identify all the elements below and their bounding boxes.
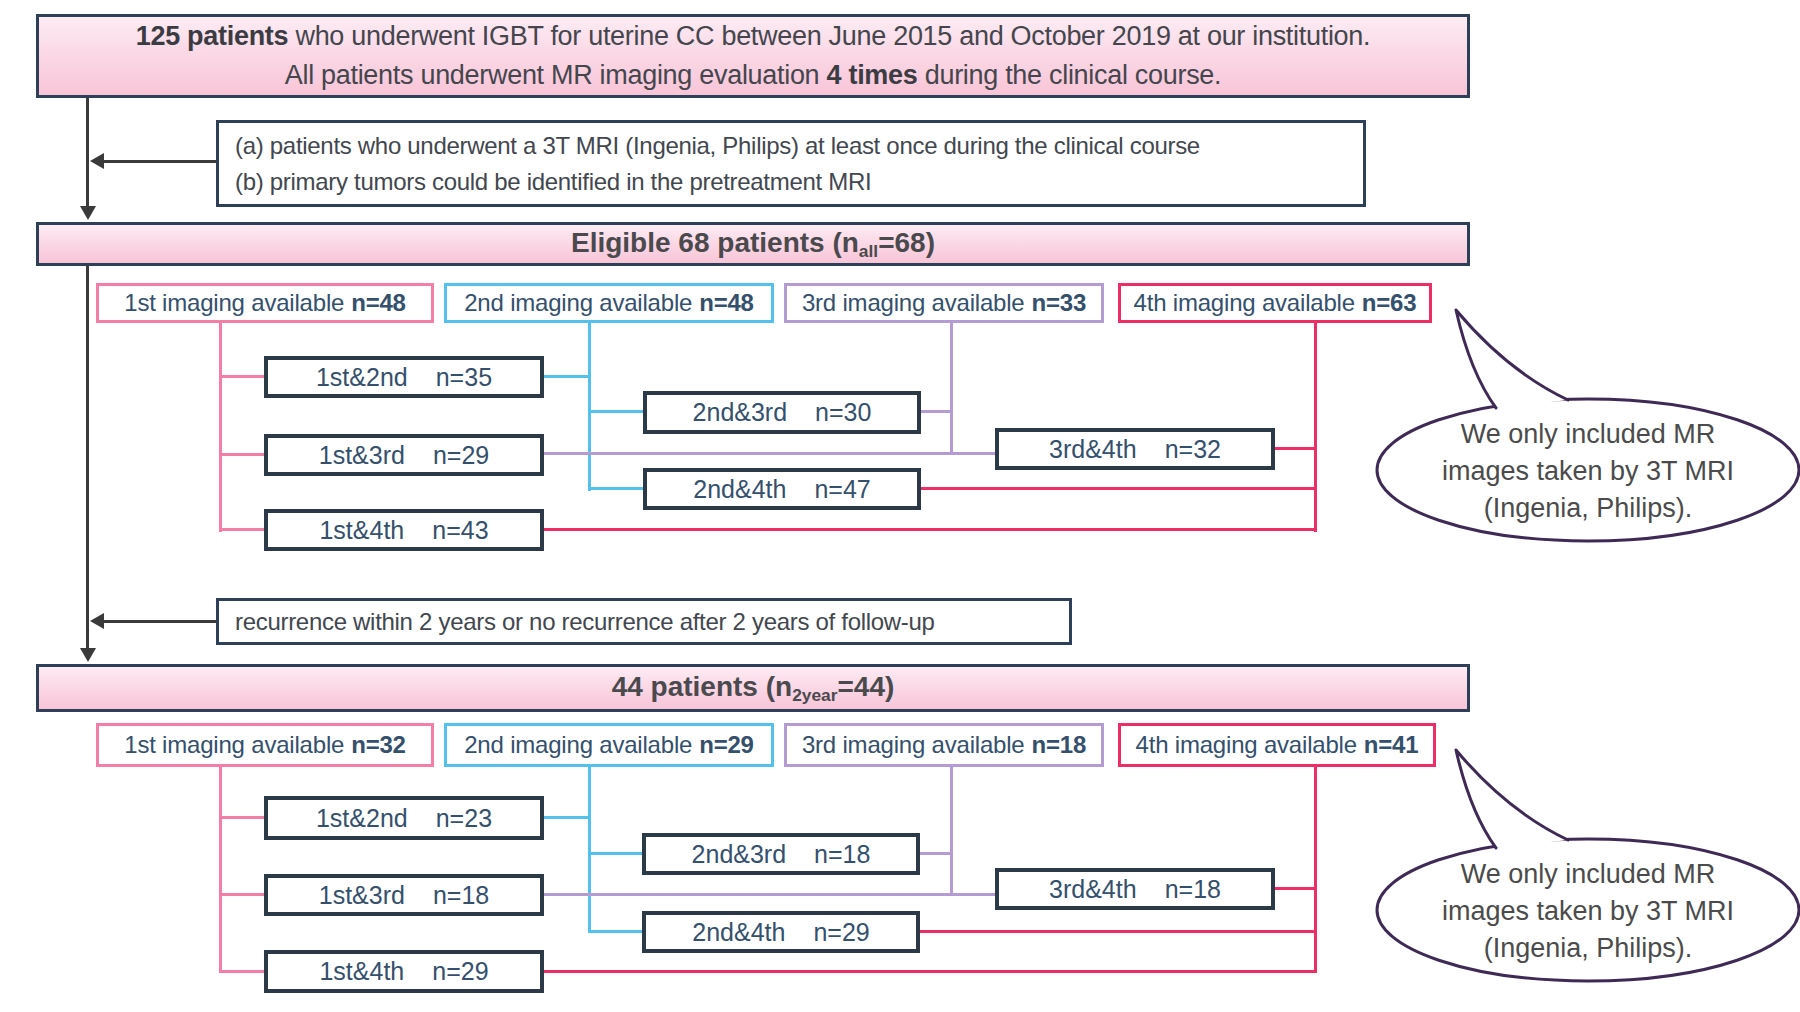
connector-line: [950, 323, 953, 455]
connector-line: [544, 893, 995, 896]
connector-line: [950, 767, 953, 896]
connector-line: [219, 375, 265, 378]
s2-pair-1st3rd-box: 1st&3rdn=18: [264, 874, 544, 916]
connector-line: [1314, 323, 1317, 532]
s2-pair-2nd3rd-box: 2nd&3rdn=18: [642, 833, 920, 875]
connector-line: [544, 970, 1317, 973]
s1-pair-1st3rd-box: 1st&3rdn=29: [264, 434, 544, 476]
connector-line: [588, 410, 645, 413]
s2-imaging-2nd-box: 2nd imaging availablen=29: [444, 723, 774, 767]
s2-pair-2nd4th-box: 2nd&4thn=29: [642, 911, 920, 953]
arrow-left-icon: [90, 153, 104, 169]
s2-pair-3rd4th-box: 3rd&4thn=18: [995, 868, 1275, 910]
connector-line: [219, 970, 265, 973]
connector-line: [921, 487, 1317, 490]
s2-pair-1st2nd-box: 1st&2ndn=23: [264, 796, 544, 840]
criteria-box: (a) patients who underwent a 3T MRI (Ing…: [216, 120, 1366, 207]
banner-44-label: 44 patients (n2year=44): [612, 671, 895, 706]
connector-line: [219, 816, 265, 819]
connector-line: [219, 528, 265, 531]
connector-line: [102, 620, 216, 623]
s2-imaging-4th-box: 4th imaging availablen=41: [1118, 723, 1436, 767]
criteria-line-b: (b) primary tumors could be identified i…: [235, 164, 871, 200]
connector-line: [920, 930, 1317, 933]
banner-44-patients: 44 patients (n2year=44): [36, 664, 1470, 712]
connector-line: [588, 323, 591, 491]
connector-line: [219, 767, 222, 973]
s1-imaging-3rd-box: 3rd imaging availablen=33: [784, 283, 1104, 323]
s2-imaging-1st-box: 1st imaging availablen=32: [96, 723, 434, 767]
patient-flowchart: 125 patients who underwent IGBT for uter…: [0, 0, 1800, 1012]
s1-pair-2nd3rd-box: 2nd&3rdn=30: [643, 391, 921, 434]
criteria-line-a: (a) patients who underwent a 3T MRI (Ing…: [235, 128, 1200, 164]
connector-line: [86, 98, 89, 210]
s1-imaging-2nd-box: 2nd imaging availablen=48: [444, 283, 774, 323]
connector-line: [588, 930, 644, 933]
s1-pair-1st4th-box: 1st&4thn=43: [264, 509, 544, 551]
connector-line: [544, 375, 590, 378]
connector-line: [588, 487, 645, 490]
banner-eligible-68: Eligible 68 patients (nall=68): [36, 222, 1470, 266]
s1-imaging-4th-box: 4th imaging availablen=63: [1118, 283, 1432, 323]
speech-bubble-bottom-text: We only included MRimages taken by 3T MR…: [1378, 856, 1798, 967]
connector-line: [102, 160, 216, 163]
s1-pair-2nd4th-box: 2nd&4thn=47: [643, 468, 921, 510]
connector-line: [544, 528, 1317, 531]
arrow-left-icon: [90, 613, 104, 629]
connector-line: [1275, 887, 1317, 890]
arrow-down-icon: [80, 206, 96, 220]
connector-line: [544, 816, 590, 819]
connector-line: [219, 453, 265, 456]
s2-pair-1st4th-box: 1st&4thn=29: [264, 950, 544, 993]
connector-line: [588, 767, 591, 933]
s2-imaging-3rd-box: 3rd imaging availablen=18: [784, 723, 1104, 767]
s1-imaging-1st-box: 1st imaging availablen=48: [96, 283, 434, 323]
s1-pair-1st2nd-box: 1st&2ndn=35: [264, 356, 544, 398]
cohort-125-line2: All patients underwent MR imaging evalua…: [285, 56, 1222, 95]
arrow-down-icon: [80, 648, 96, 662]
cohort-125-box: 125 patients who underwent IGBT for uter…: [36, 14, 1470, 98]
connector-line: [544, 452, 995, 455]
connector-line: [86, 265, 89, 650]
connector-line: [920, 852, 953, 855]
connector-line: [219, 323, 222, 532]
connector-line: [921, 410, 953, 413]
connector-line: [219, 893, 265, 896]
connector-line: [1275, 447, 1317, 450]
recurrence-box: recurrence within 2 years or no recurren…: [216, 598, 1072, 645]
connector-line: [1314, 767, 1317, 973]
s1-pair-3rd4th-box: 3rd&4thn=32: [995, 428, 1275, 470]
banner-eligible-label: Eligible 68 patients (nall=68): [571, 227, 935, 262]
connector-line: [588, 852, 644, 855]
cohort-125-line1: 125 patients who underwent IGBT for uter…: [136, 17, 1370, 56]
speech-bubble-top-text: We only included MRimages taken by 3T MR…: [1378, 416, 1798, 527]
